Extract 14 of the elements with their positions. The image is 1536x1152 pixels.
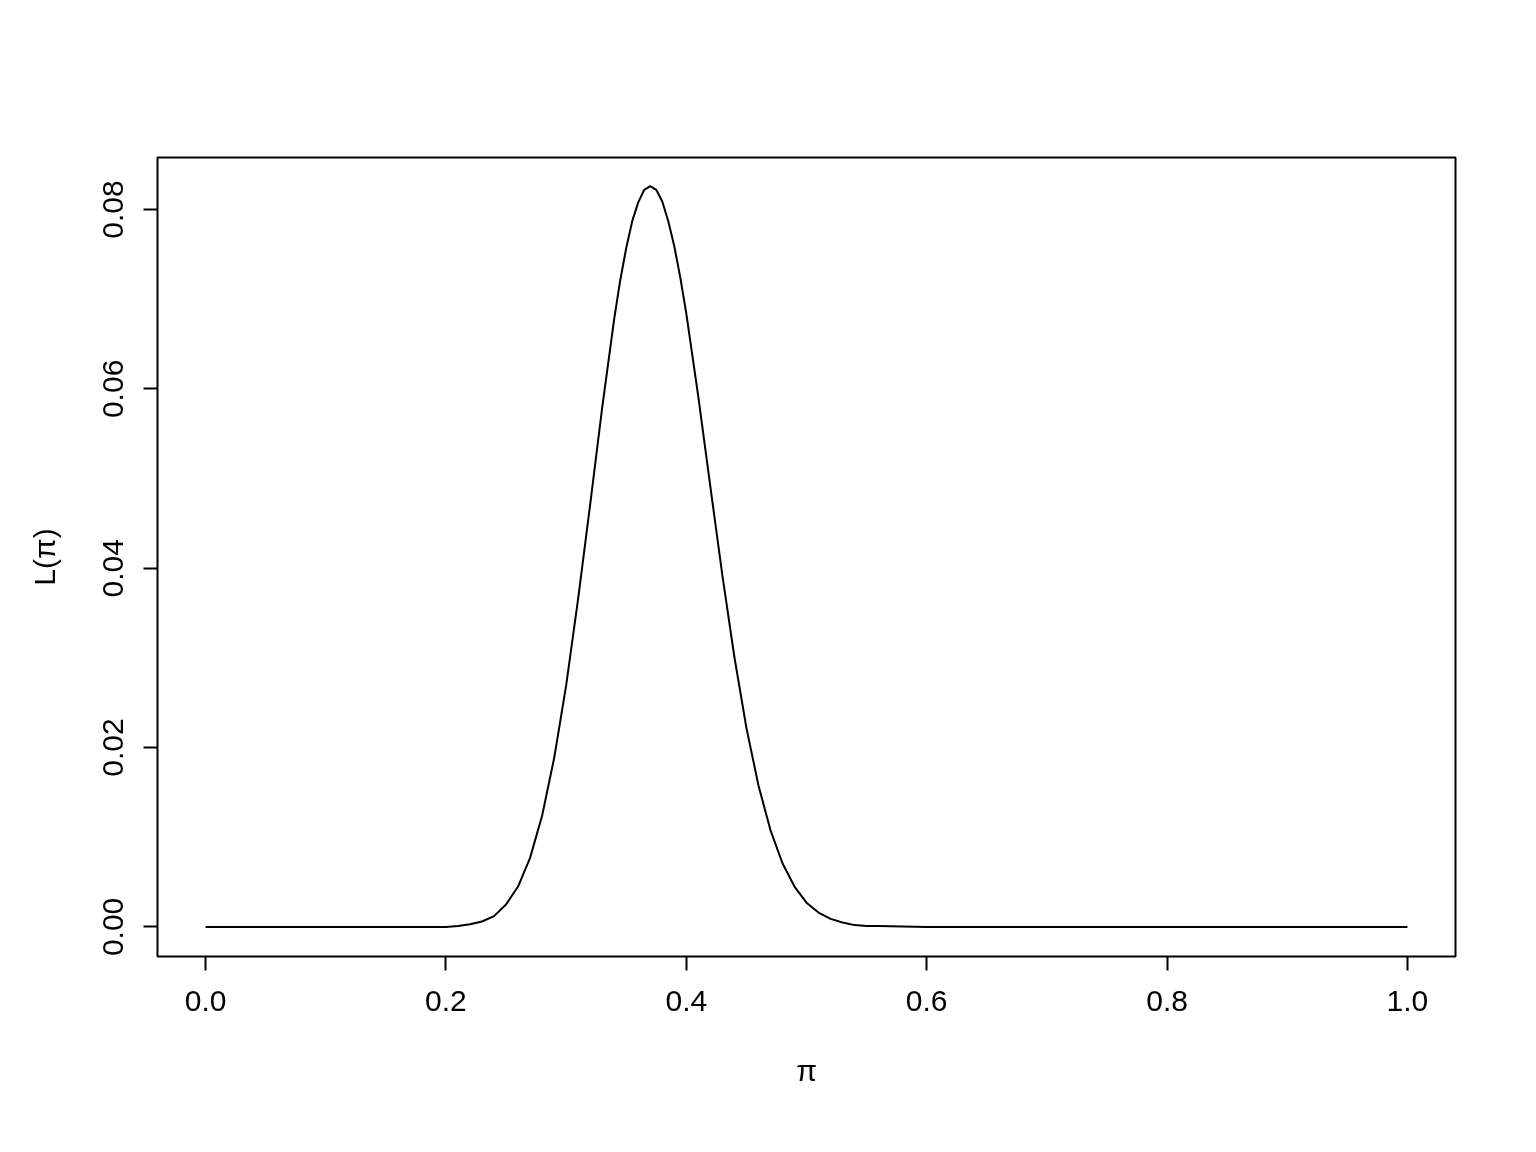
- x-tick-label: 0.0: [184, 983, 227, 1017]
- x-tick-label: 0.2: [425, 983, 467, 1017]
- y-axis-title: L(π): [27, 528, 61, 586]
- y-tick-label: 0.02: [96, 718, 130, 777]
- x-axis-title: π: [796, 1053, 817, 1087]
- x-tick-label: 0.4: [665, 983, 708, 1017]
- y-tick-label: 0.04: [96, 539, 130, 598]
- x-tick-label: 0.6: [905, 983, 948, 1017]
- x-tick-label: 0.8: [1146, 983, 1188, 1017]
- y-tick-label: 0.06: [96, 359, 130, 419]
- line-series: [204, 185, 1409, 928]
- y-tick-label: 0.08: [96, 180, 130, 239]
- y-tick-label: 0.00: [96, 897, 130, 957]
- x-tick-label: 1.0: [1386, 983, 1429, 1017]
